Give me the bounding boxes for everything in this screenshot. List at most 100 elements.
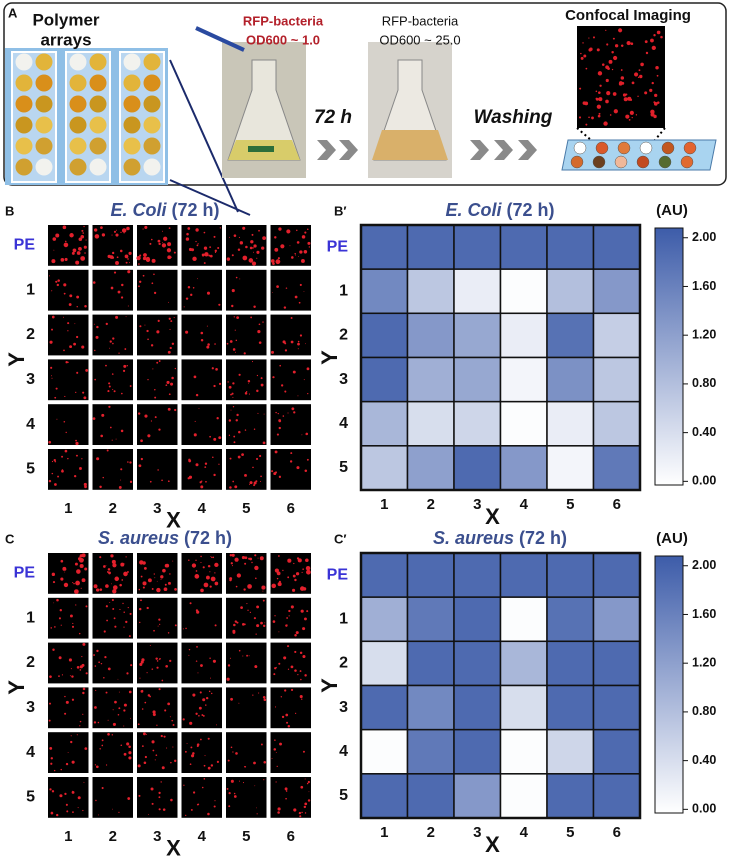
bacteria-dot — [64, 695, 66, 698]
bacteria-dot — [201, 714, 204, 717]
confocal-dot — [583, 54, 587, 58]
bacteria-dot — [157, 239, 161, 243]
bacteria-dot — [271, 470, 274, 473]
array-well — [69, 74, 87, 92]
bacteria-dot — [82, 687, 86, 691]
bacteria-dot — [243, 352, 246, 355]
bacteria-dot — [204, 755, 206, 757]
bacteria-dot — [56, 283, 59, 287]
row-label: 4 — [26, 744, 35, 761]
micrograph — [270, 642, 311, 684]
bacteria-dot — [262, 236, 267, 241]
bacteria-dot — [170, 382, 174, 386]
bacteria-dot — [200, 664, 203, 667]
bacteria-dot — [195, 660, 198, 662]
bacteria-dot — [148, 814, 150, 816]
bacteria-dot — [290, 316, 293, 319]
bacteria-dot — [81, 345, 85, 349]
bacteria-dot — [207, 564, 211, 568]
bacteria-dot — [262, 321, 264, 323]
bacteria-dot — [173, 316, 175, 319]
bacteria-dot — [75, 391, 77, 394]
bacteria-dot — [174, 367, 177, 370]
bacteria-dot — [101, 744, 104, 747]
bacteria-dot — [51, 259, 56, 264]
plate-well — [573, 141, 587, 155]
bacteria-dot — [286, 229, 291, 234]
bacteria-dot — [75, 335, 79, 339]
micrograph — [181, 553, 222, 594]
bacteria-dot — [308, 246, 311, 248]
bacteria-dot — [79, 555, 81, 558]
bacteria-dot — [94, 764, 97, 766]
bacteria-dot — [189, 763, 192, 766]
bacteria-dot — [255, 457, 259, 461]
col-label: 5 — [566, 824, 574, 841]
heatmap-cell — [546, 356, 595, 403]
bacteria-dot — [70, 740, 73, 744]
bacteria-dot — [79, 669, 82, 671]
confocal-dot — [595, 97, 598, 100]
bacteria-dot — [247, 379, 251, 383]
bacteria-dot — [284, 390, 287, 393]
bacteria-dot — [301, 434, 303, 436]
bacteria-dot — [122, 369, 126, 373]
heatmap-cell — [499, 684, 548, 731]
bacteria-dot — [296, 241, 300, 244]
bacteria-dot — [123, 703, 127, 707]
plate-well — [636, 155, 650, 169]
bacteria-dot — [126, 226, 130, 231]
bacteria-dot — [300, 609, 304, 613]
bacteria-dot — [154, 759, 156, 761]
bacteria-dot — [233, 623, 236, 627]
bacteria-dot — [290, 605, 294, 609]
bacteria-dot — [110, 554, 114, 558]
row-label: 3 — [26, 699, 35, 716]
bacteria-dot — [262, 599, 265, 602]
title-time: (72 h) — [519, 528, 567, 548]
bacteria-dot — [196, 744, 199, 748]
bacteria-dot — [278, 555, 280, 557]
bacteria-dot — [108, 382, 111, 385]
bacteria-dot — [51, 472, 54, 475]
bacteria-dot — [161, 679, 164, 682]
broth — [372, 130, 448, 160]
bacteria-dot — [252, 251, 254, 253]
heatmap-cell — [360, 684, 409, 731]
col-label: 1 — [64, 828, 72, 845]
bacteria-dot — [271, 350, 275, 354]
bacteria-dot — [206, 291, 211, 295]
bacteria-dot — [68, 658, 72, 662]
confocal-dot — [651, 81, 654, 85]
bacteria-dot — [107, 667, 111, 671]
bacteria-dot — [49, 340, 53, 344]
micrograph — [92, 314, 133, 356]
panel-title: S. aureus (72 h) — [433, 528, 567, 548]
col-label: 1 — [64, 500, 72, 517]
bacteria-dot — [296, 229, 298, 232]
bacteria-dot — [49, 788, 52, 791]
bacteria-dot — [154, 389, 156, 391]
bacteria-dot — [299, 334, 303, 337]
bacteria-dot — [198, 714, 200, 717]
bacteria-dot — [62, 566, 67, 571]
bacteria-dot — [93, 323, 95, 325]
bacteria-dot — [197, 278, 199, 280]
title-time: (72 h) — [507, 200, 555, 220]
confocal-dot — [611, 51, 614, 54]
bacteria-dot — [210, 764, 214, 767]
bacteria-dot — [277, 582, 282, 587]
confocal-dot — [584, 101, 589, 106]
confocal-dot — [591, 116, 594, 120]
bacteria-dot — [278, 475, 282, 478]
bacteria-dot — [94, 349, 96, 352]
bacteria-dot — [152, 368, 154, 370]
bacteria-dot — [156, 361, 159, 364]
bacteria-dot — [72, 622, 74, 625]
bacteria-dot — [108, 405, 111, 408]
bacteria-dot — [214, 249, 217, 253]
bacteria-dot — [213, 235, 216, 238]
micrograph — [48, 359, 89, 401]
bacteria-dot — [305, 558, 309, 563]
bacteria-dot — [290, 340, 294, 344]
